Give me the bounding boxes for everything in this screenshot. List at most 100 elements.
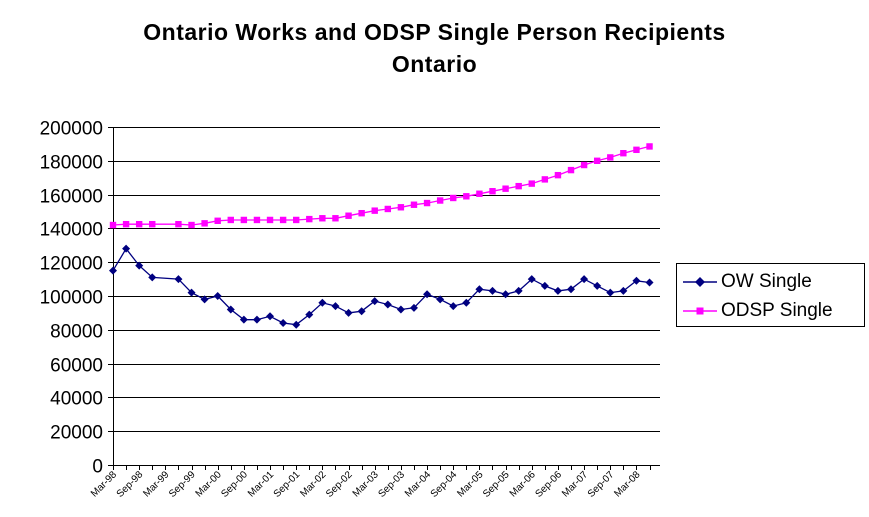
data-point xyxy=(240,216,248,224)
x-tick-label: Sep-98 xyxy=(115,469,146,500)
data-point xyxy=(226,305,235,314)
data-point xyxy=(279,319,288,328)
data-point xyxy=(174,275,183,284)
data-point xyxy=(593,281,602,290)
data-point xyxy=(620,149,627,157)
data-point xyxy=(306,215,313,223)
data-point xyxy=(122,220,130,228)
x-tick-label: Sep-06 xyxy=(533,469,564,500)
y-tick-label: 160000 xyxy=(40,187,103,208)
y-tick-label: 80000 xyxy=(50,322,103,343)
data-point xyxy=(436,295,445,304)
data-point xyxy=(213,292,222,300)
data-point xyxy=(293,216,300,224)
x-tick-label: Mar-01 xyxy=(246,469,276,499)
data-point xyxy=(502,185,509,192)
legend-swatch-ow-single xyxy=(683,277,717,287)
series-line xyxy=(112,247,650,326)
x-tick-label: Mar-04 xyxy=(403,469,433,499)
series-line xyxy=(112,145,650,226)
data-point xyxy=(149,220,156,228)
data-point xyxy=(175,220,182,228)
data-point xyxy=(371,207,378,214)
data-point xyxy=(501,290,510,299)
data-point xyxy=(397,204,405,211)
x-axis-tick-labels: Mar-98Sep-98Mar-99Sep-99Mar-00Sep-00Mar-… xyxy=(89,469,643,500)
y-tick-label: 60000 xyxy=(50,356,103,377)
data-point xyxy=(279,216,287,224)
axes xyxy=(108,127,660,470)
chart-title: Ontario Works and ODSP Single Person Rec… xyxy=(143,19,726,45)
x-tick-label: Mar-05 xyxy=(455,469,485,499)
x-tick-label: Mar-99 xyxy=(141,469,171,499)
data-point xyxy=(449,302,458,311)
data-point xyxy=(541,176,549,183)
data-point xyxy=(646,143,653,150)
y-axis-tick-labels: 0 20000 40000 60000 80000 100000 120000 140000 1… xyxy=(40,119,103,478)
x-tick-label: Mar-00 xyxy=(194,469,224,499)
data-point xyxy=(567,166,575,174)
x-tick-label: Mar-02 xyxy=(298,469,328,499)
data-point xyxy=(553,286,562,295)
y-tick-label: 180000 xyxy=(40,153,103,174)
data-point xyxy=(305,310,314,319)
y-tick-label: 100000 xyxy=(40,288,103,309)
data-point xyxy=(580,275,589,284)
chart-subtitle: Ontario xyxy=(391,51,478,77)
data-point xyxy=(514,286,523,295)
data-point xyxy=(410,201,418,208)
x-tick-label: Sep-00 xyxy=(219,469,250,500)
data-point xyxy=(266,312,275,321)
y-tick-label: 20000 xyxy=(50,423,103,444)
data-point xyxy=(423,199,431,207)
x-tick-label: Sep-99 xyxy=(167,469,198,500)
data-point xyxy=(383,300,392,309)
gridlines xyxy=(113,127,660,432)
data-point xyxy=(135,261,144,270)
data-point xyxy=(331,302,340,311)
x-tick-label: Sep-01 xyxy=(272,469,303,500)
data-point xyxy=(632,276,641,285)
data-series xyxy=(109,143,654,329)
data-point xyxy=(214,217,221,224)
legend-label-ow-single: OW Single xyxy=(721,271,812,292)
data-point xyxy=(515,182,522,190)
data-point xyxy=(593,157,601,164)
data-point xyxy=(580,161,588,169)
y-tick-label: 40000 xyxy=(50,389,103,410)
data-point xyxy=(567,285,576,294)
x-tick-label: Mar-06 xyxy=(508,469,538,499)
data-point xyxy=(462,298,471,307)
data-point xyxy=(489,188,496,195)
legend-item-ow-single: OW Single xyxy=(677,268,864,296)
x-tick-label: Sep-05 xyxy=(481,469,512,500)
data-point xyxy=(423,290,432,299)
legend-label-odsp-single: ODSP Single xyxy=(721,300,833,321)
data-point xyxy=(345,212,352,219)
legend-swatch-odsp-single xyxy=(683,307,717,315)
data-point xyxy=(357,307,366,316)
data-point xyxy=(409,303,418,312)
data-point xyxy=(450,194,457,202)
data-point xyxy=(370,297,379,306)
data-point xyxy=(292,320,301,329)
data-point xyxy=(475,285,484,294)
y-tick-label: 120000 xyxy=(40,254,103,275)
data-point xyxy=(607,154,614,161)
data-point xyxy=(109,266,117,275)
data-point xyxy=(266,216,274,224)
data-point xyxy=(463,193,470,200)
y-tick-label: 0 xyxy=(92,457,103,478)
data-point xyxy=(135,220,143,228)
data-point xyxy=(148,273,157,282)
data-point xyxy=(187,288,196,297)
data-point xyxy=(252,315,261,324)
y-tick-label: 140000 xyxy=(40,220,103,241)
x-tick-label: Sep-03 xyxy=(376,469,407,500)
data-point xyxy=(619,286,628,295)
chart-title-block: Ontario Works and ODSP Single Person Rec… xyxy=(0,16,869,80)
data-point xyxy=(436,197,444,204)
data-point xyxy=(318,298,327,307)
data-point xyxy=(201,220,208,227)
